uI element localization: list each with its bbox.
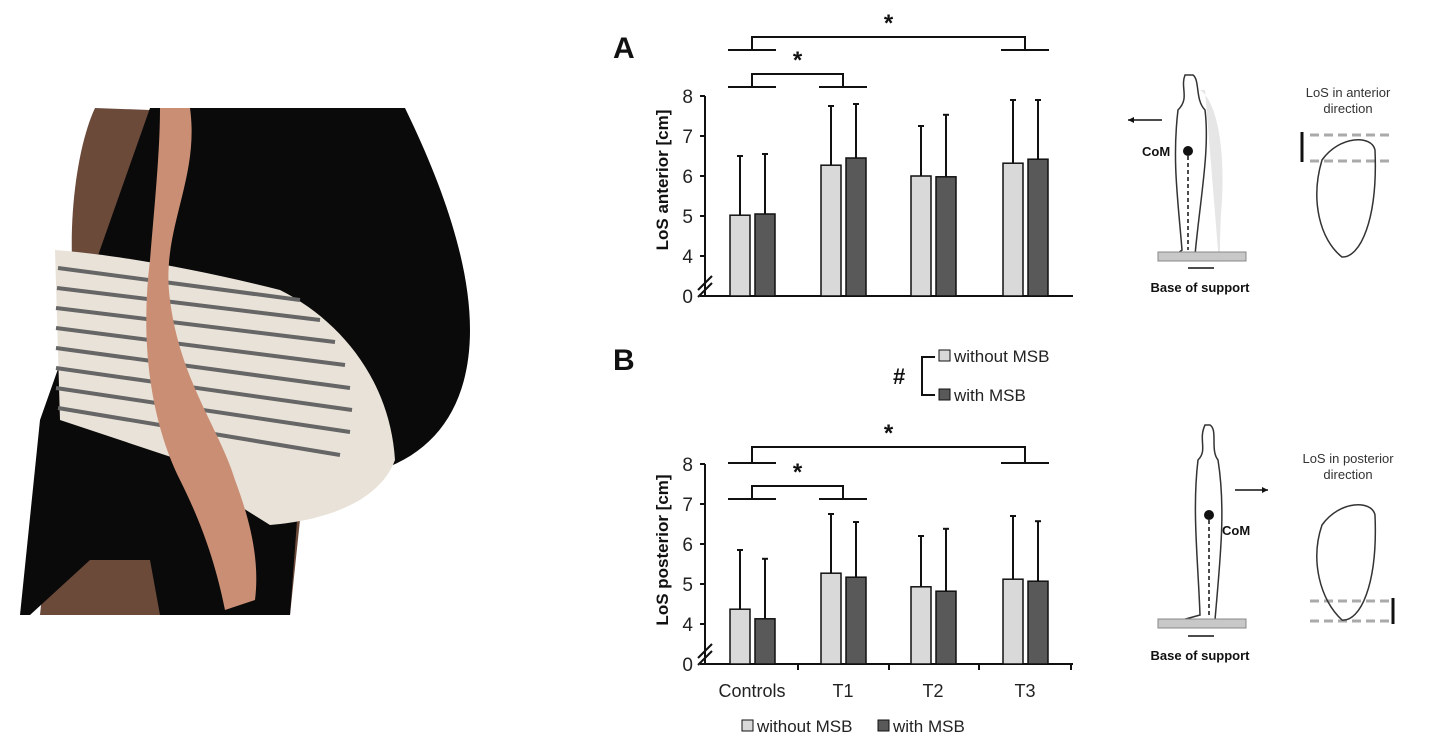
y-tick-label: 4	[682, 615, 693, 636]
x-tick-label: T1	[832, 681, 853, 701]
los-label-a-1: LoS in anterior	[1306, 85, 1391, 100]
los-label-a-2: direction	[1323, 101, 1372, 116]
significance-star: *	[884, 10, 894, 37]
com-dot	[1183, 146, 1193, 156]
com-dot	[1204, 510, 1214, 520]
bar-with-msb	[845, 576, 867, 665]
axis-break-mark	[697, 282, 713, 298]
bar-without-msb	[1002, 578, 1024, 665]
diagram-posterior: CoM Base of support LoS in posterior dir…	[1151, 424, 1395, 663]
base-of-support-plate	[1157, 251, 1247, 262]
bar-without-msb	[910, 586, 932, 665]
legend-label-with: with MSB	[892, 717, 965, 736]
y-tick-label: 0	[682, 287, 693, 308]
bar-with-msb	[845, 157, 867, 297]
y-tick-label: 8	[682, 87, 693, 108]
com-label-b: CoM	[1222, 523, 1250, 538]
legend-bottom: without MSB with MSB	[741, 717, 965, 736]
x-tick-label: Controls	[718, 681, 785, 701]
los-label-b-1: LoS in posterior	[1302, 451, 1394, 466]
legend-label-without: without MSB	[756, 717, 852, 736]
photo-pregnant-woman-with-support-belt	[20, 108, 470, 615]
axis-break-mark	[697, 643, 713, 659]
y-axis-label-a: LoS anterior [cm]	[653, 110, 672, 251]
panel-label-b: B	[613, 344, 635, 377]
bar-without-msb	[1002, 162, 1024, 297]
legend-bracket	[921, 356, 935, 396]
bar-with-msb	[754, 213, 776, 297]
significance-star: *	[884, 420, 894, 447]
bar-with-msb	[1027, 580, 1049, 665]
panel-label-a: A	[613, 32, 635, 65]
bar-without-msb	[729, 214, 751, 297]
legend-swatch-with	[938, 388, 951, 401]
significance-bracket	[751, 73, 844, 87]
chart-a: LoS anterior [cm] 0 4 5 6 7 8 * *	[653, 10, 1073, 308]
diagram-anterior: CoM Base of support LoS in anterior dire…	[1128, 74, 1391, 295]
y-tick-label: 0	[682, 655, 693, 676]
bar-with-msb	[935, 176, 957, 297]
bar-without-msb	[729, 608, 751, 665]
legend-hash-symbol: #	[893, 364, 905, 389]
y-axis-label-b: LoS posterior [cm]	[653, 474, 672, 625]
y-tick-label: 6	[682, 535, 693, 556]
com-label-a: CoM	[1142, 144, 1170, 159]
base-of-support-plate	[1157, 618, 1247, 629]
y-tick-label: 5	[682, 575, 693, 596]
axis-break-mark	[697, 650, 713, 666]
significance-star: *	[793, 459, 803, 486]
base-label-b: Base of support	[1151, 648, 1251, 663]
x-tick-label: T2	[922, 681, 943, 701]
bar-without-msb	[910, 175, 932, 297]
chart-b: LoS posterior [cm] 0 4 5 6 7 8 Controls T1 T2 T3 *…	[653, 420, 1073, 701]
x-tick-label: T3	[1014, 681, 1035, 701]
significance-bracket	[751, 36, 1026, 50]
bar-without-msb	[820, 572, 842, 665]
base-label-a: Base of support	[1151, 280, 1251, 295]
los-label-b-2: direction	[1323, 467, 1372, 482]
bar-with-msb	[754, 618, 776, 665]
bar-without-msb	[820, 164, 842, 297]
y-tick-label: 6	[682, 167, 693, 188]
y-tick-label: 5	[682, 207, 693, 228]
legend-label-with: with MSB	[953, 386, 1026, 405]
person-outline	[1181, 424, 1223, 621]
y-tick-label: 4	[682, 247, 693, 268]
person-outline	[1173, 74, 1208, 256]
y-tick-label: 7	[682, 127, 693, 148]
legend-swatch-without	[938, 349, 951, 362]
axis-break-mark	[697, 275, 713, 291]
bar-with-msb	[1027, 158, 1049, 297]
legend-swatch-with	[877, 719, 890, 732]
significance-bracket	[751, 446, 1026, 463]
significance-bracket	[751, 485, 844, 499]
significance-star: *	[793, 47, 803, 74]
y-tick-label: 8	[682, 455, 693, 476]
foot-outline	[1316, 504, 1377, 621]
bar-with-msb	[935, 590, 957, 665]
legend-b: # without MSB with MSB	[893, 347, 1049, 405]
legend-swatch-without	[741, 719, 754, 732]
foot-outline	[1316, 139, 1377, 258]
y-tick-label: 7	[682, 495, 693, 516]
legend-label-without: without MSB	[953, 347, 1049, 366]
